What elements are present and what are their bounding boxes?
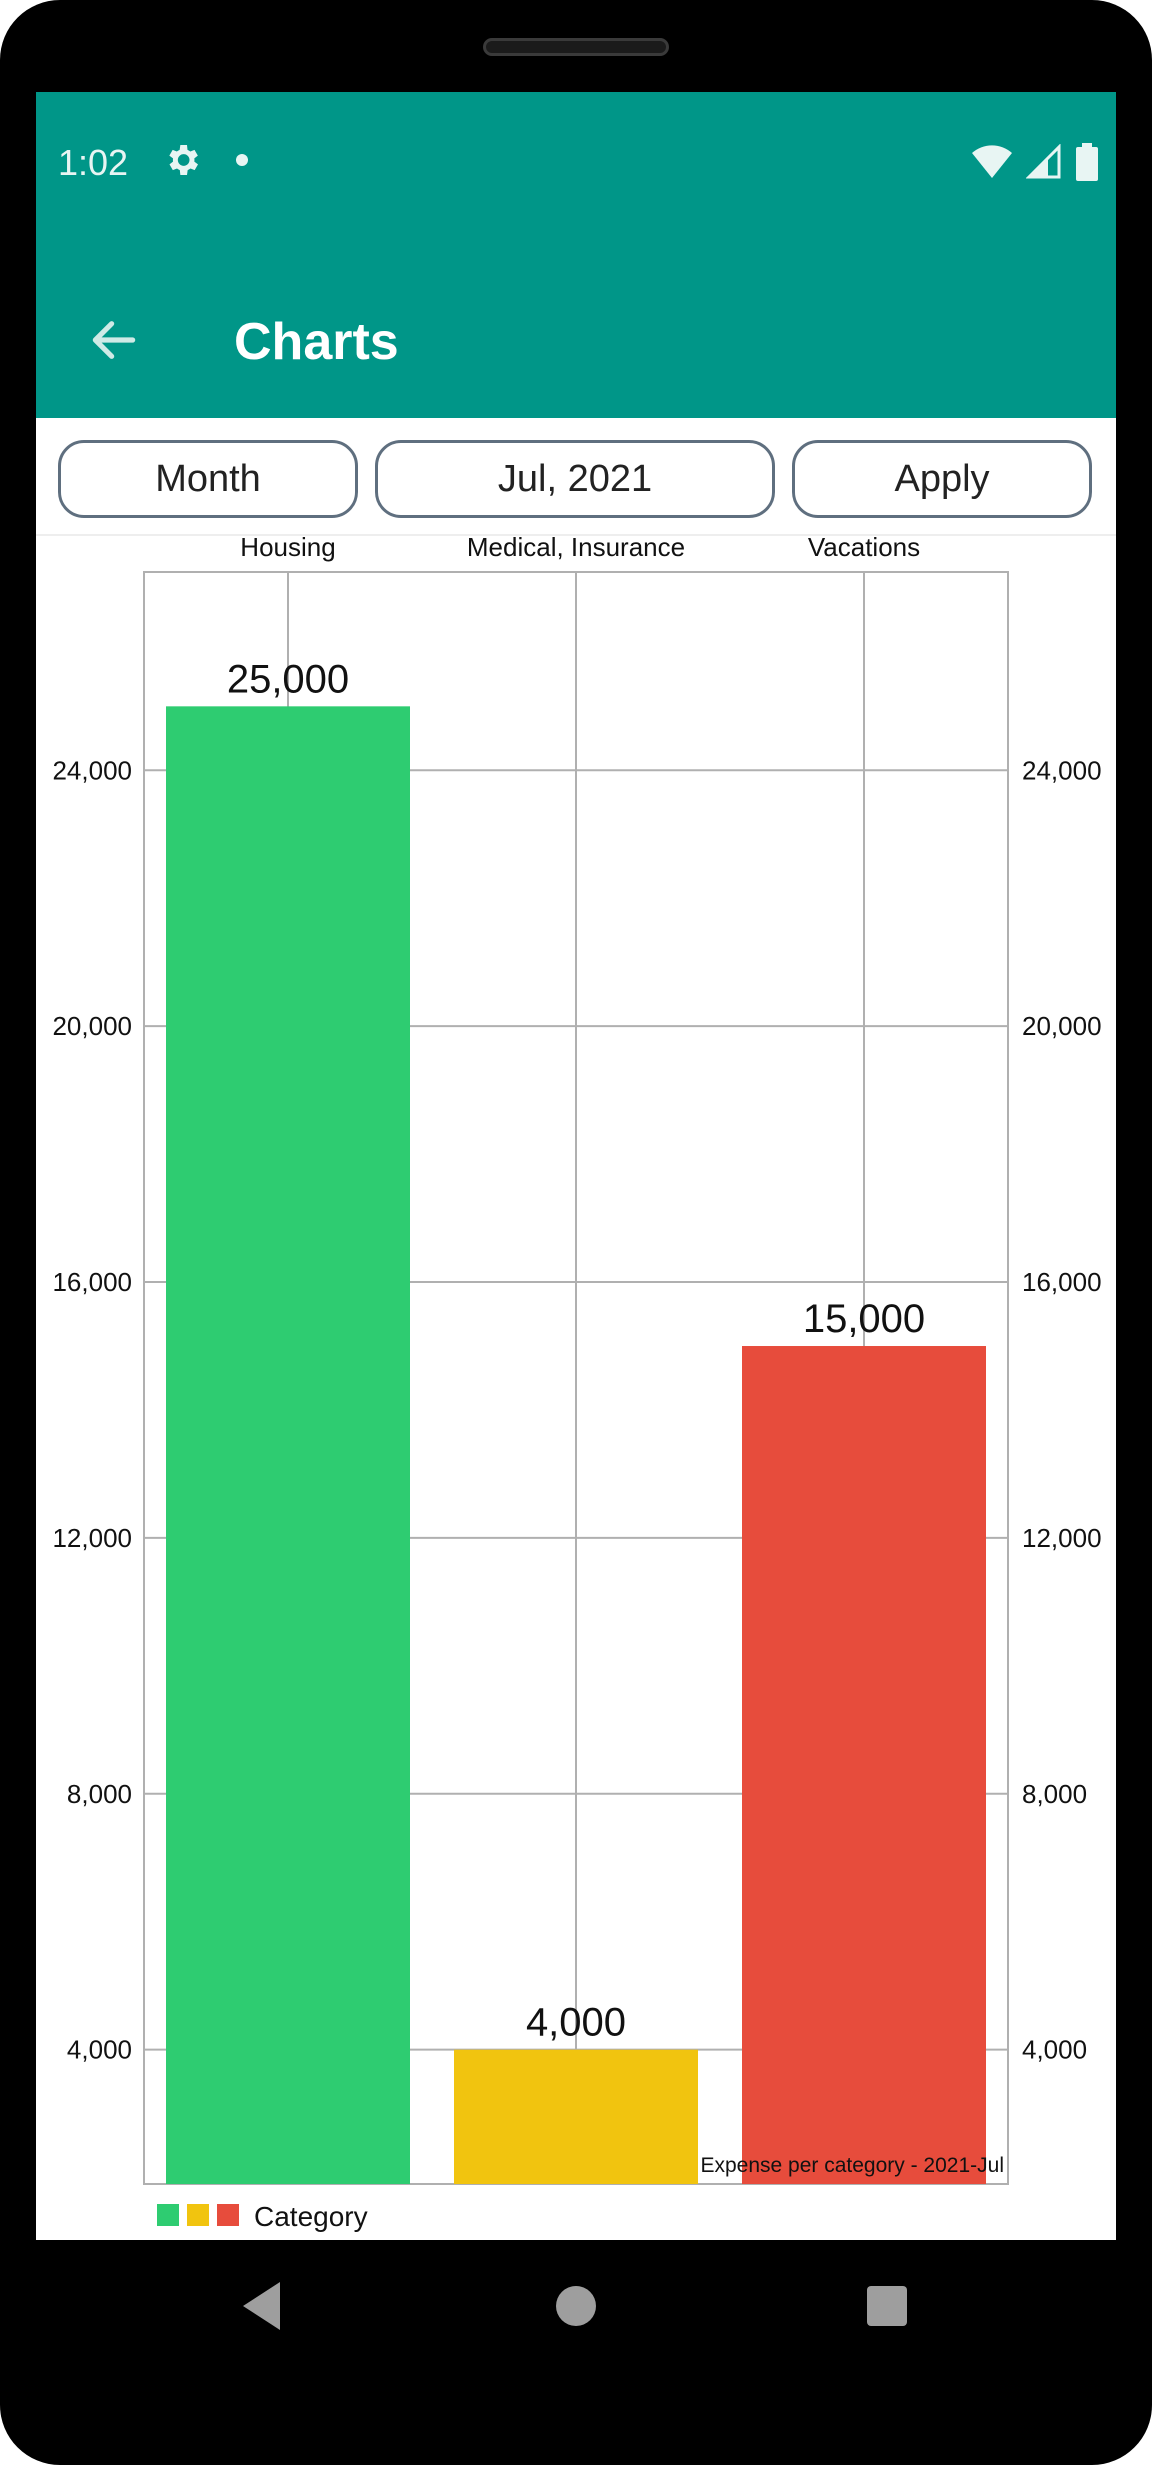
- category-label: Medical, Insurance: [467, 536, 685, 562]
- y-tick-label-right: 20,000: [1022, 1011, 1102, 1041]
- notification-dot-icon: [236, 154, 248, 166]
- system-nav-bar: [243, 2282, 907, 2330]
- y-tick-label-left: 8,000: [67, 1779, 132, 1809]
- y-tick-label-right: 8,000: [1022, 1779, 1087, 1809]
- battery-icon: [1076, 143, 1098, 181]
- y-tick-label-left: 20,000: [52, 1011, 132, 1041]
- back-triangle-icon[interactable]: [243, 2282, 280, 2330]
- y-tick-label-right: 4,000: [1022, 2035, 1087, 2065]
- wifi-icon: [972, 145, 1012, 178]
- category-label: Housing: [240, 536, 335, 562]
- bar: [166, 706, 410, 2185]
- arrow-back-icon[interactable]: [86, 312, 142, 368]
- data-label: 25,000: [227, 657, 349, 701]
- y-tick-label-right: 12,000: [1022, 1523, 1102, 1553]
- app-header: 1:02 Charts: [36, 92, 1116, 418]
- y-tick-label-left: 12,000: [52, 1523, 132, 1553]
- data-label: 4,000: [526, 2001, 626, 2045]
- y-tick-label-left: 4,000: [67, 2035, 132, 2065]
- y-tick-label-left: 24,000: [52, 755, 132, 785]
- bar-chart: 4,000 4,000 8,000 8,000 12,000 12,000 16,000 16…: [52, 536, 1102, 2232]
- legend-swatch: [157, 2204, 179, 2226]
- legend-swatch: [187, 2204, 209, 2226]
- bar: [454, 2049, 698, 2184]
- y-tick-label-right: 24,000: [1022, 755, 1102, 785]
- legend-swatch: [217, 2204, 239, 2226]
- y-tick-label-right: 16,000: [1022, 1267, 1102, 1297]
- category-label: Vacations: [808, 536, 920, 562]
- gear-icon: [169, 145, 198, 175]
- y-tick-label-left: 16,000: [52, 1267, 132, 1297]
- apply-button[interactable]: Apply: [792, 440, 1092, 518]
- speaker-grille: [483, 38, 669, 56]
- signal-icon: [1026, 144, 1061, 179]
- recents-square-icon[interactable]: [867, 2286, 907, 2326]
- home-circle-icon[interactable]: [556, 2286, 596, 2326]
- period-button[interactable]: Month: [58, 440, 358, 518]
- bar: [742, 1346, 986, 2184]
- chart-caption: Expense per category - 2021-Jul: [700, 2154, 1004, 2177]
- status-icons: [972, 142, 1098, 182]
- legend-label: Category: [254, 2201, 368, 2232]
- page-title: Charts: [234, 313, 399, 371]
- chart-controls: Month Jul, 2021 Apply: [36, 418, 1116, 536]
- data-label: 15,000: [803, 1297, 925, 1341]
- date-button[interactable]: Jul, 2021: [375, 440, 775, 518]
- status-time: 1:02: [58, 142, 129, 183]
- screen: 1:02 Charts: [36, 92, 1116, 2240]
